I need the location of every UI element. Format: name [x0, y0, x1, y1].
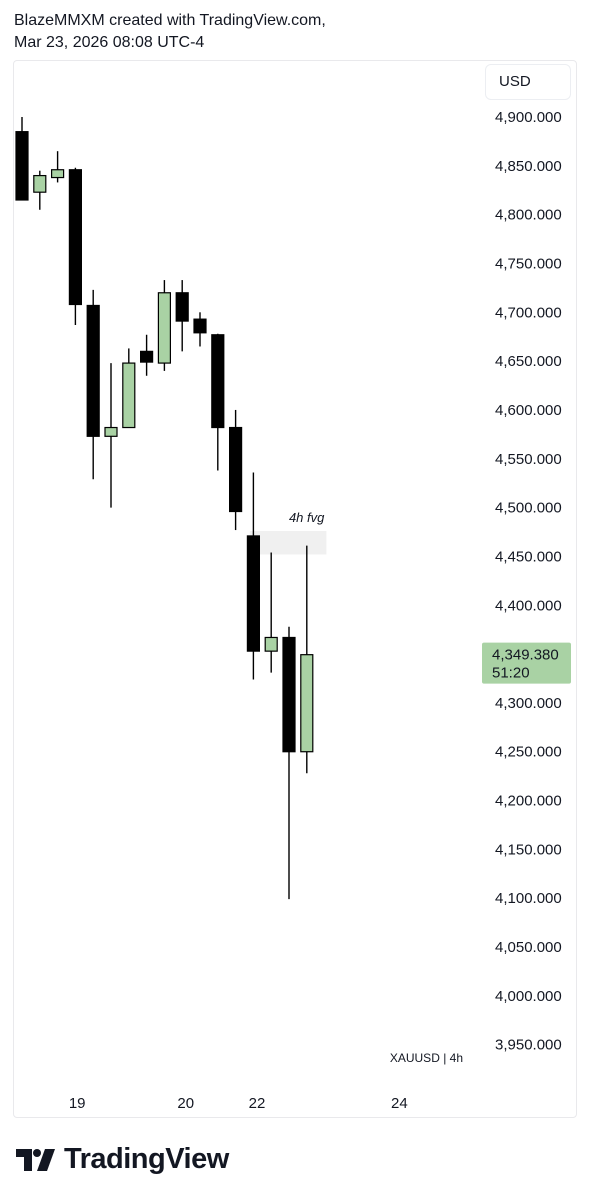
- bullish-candle: [104, 426, 118, 437]
- y-axis-tick-label: 4,800.000: [495, 207, 562, 224]
- x-axis-tick-label: 20: [177, 1095, 194, 1112]
- tradingview-logo-icon: [16, 1148, 55, 1171]
- bullish-candle: [264, 636, 278, 652]
- y-axis-tick-label: 4,300.000: [495, 695, 562, 712]
- tradingview-logo[interactable]: TradingView: [16, 1143, 229, 1176]
- y-axis-tick-label: 4,600.000: [495, 402, 562, 419]
- author-line: BlazeMMXM created with TradingView.com,: [14, 12, 326, 29]
- bullish-candle: [50, 169, 65, 179]
- chart-header: BlazeMMXM created with TradingView.com, …: [14, 10, 326, 54]
- x-axis-tick-label: 19: [69, 1095, 86, 1112]
- y-axis-tick-label: 4,150.000: [495, 841, 562, 858]
- bearish-candle: [68, 169, 83, 306]
- bearish-candle: [282, 636, 296, 753]
- brand-name: TradingView: [64, 1143, 229, 1175]
- bearish-candle: [246, 535, 260, 652]
- y-axis-tick-label: 4,450.000: [495, 548, 562, 565]
- x-axis-tick-label: 24: [391, 1095, 408, 1112]
- y-axis-tick-label: 4,850.000: [495, 158, 562, 175]
- chart-frame: [13, 60, 577, 1118]
- timestamp-line: Mar 23, 2026 08:08 UTC-4: [14, 34, 205, 51]
- y-axis-tick-label: 4,000.000: [495, 988, 562, 1005]
- y-axis-tick-label: 4,700.000: [495, 304, 562, 321]
- bearish-candle: [15, 131, 29, 201]
- y-axis-tick-label: 4,100.000: [495, 890, 562, 907]
- last-price-value: 4,349.380: [492, 647, 559, 664]
- bullish-candle: [122, 362, 136, 429]
- bearish-candle: [140, 350, 154, 363]
- bearish-candle: [86, 304, 100, 437]
- bullish-candle: [300, 654, 314, 753]
- y-axis-tick-label: 4,750.000: [495, 255, 562, 272]
- last-price-tag: [482, 642, 571, 684]
- bullish-candle: [157, 292, 171, 364]
- currency-button[interactable]: USD: [485, 64, 571, 100]
- bearish-candle: [229, 426, 243, 513]
- y-axis-tick-label: 4,200.000: [495, 793, 562, 810]
- bar-countdown: 51:20: [492, 665, 530, 682]
- symbol-label: XAUUSD | 4h: [390, 1051, 463, 1065]
- y-axis-tick-label: 4,650.000: [495, 353, 562, 370]
- x-axis-tick-label: 22: [249, 1095, 266, 1112]
- y-axis-tick-label: 4,500.000: [495, 500, 562, 517]
- bearish-candle: [211, 334, 225, 429]
- bearish-candle: [193, 318, 207, 334]
- y-axis-tick-label: 4,550.000: [495, 451, 562, 468]
- fvg-zone: [249, 531, 327, 555]
- y-axis-tick-label: 4,250.000: [495, 744, 562, 761]
- y-axis-tick-label: 4,050.000: [495, 939, 562, 956]
- y-axis-tick-label: 4,900.000: [495, 109, 562, 126]
- bullish-candle: [33, 174, 47, 193]
- y-axis-tick-label: 4,400.000: [495, 597, 562, 614]
- bearish-candle: [175, 292, 189, 322]
- fvg-zone-label: 4h fvg: [289, 510, 325, 525]
- y-axis-tick-label: 3,950.000: [495, 1037, 562, 1054]
